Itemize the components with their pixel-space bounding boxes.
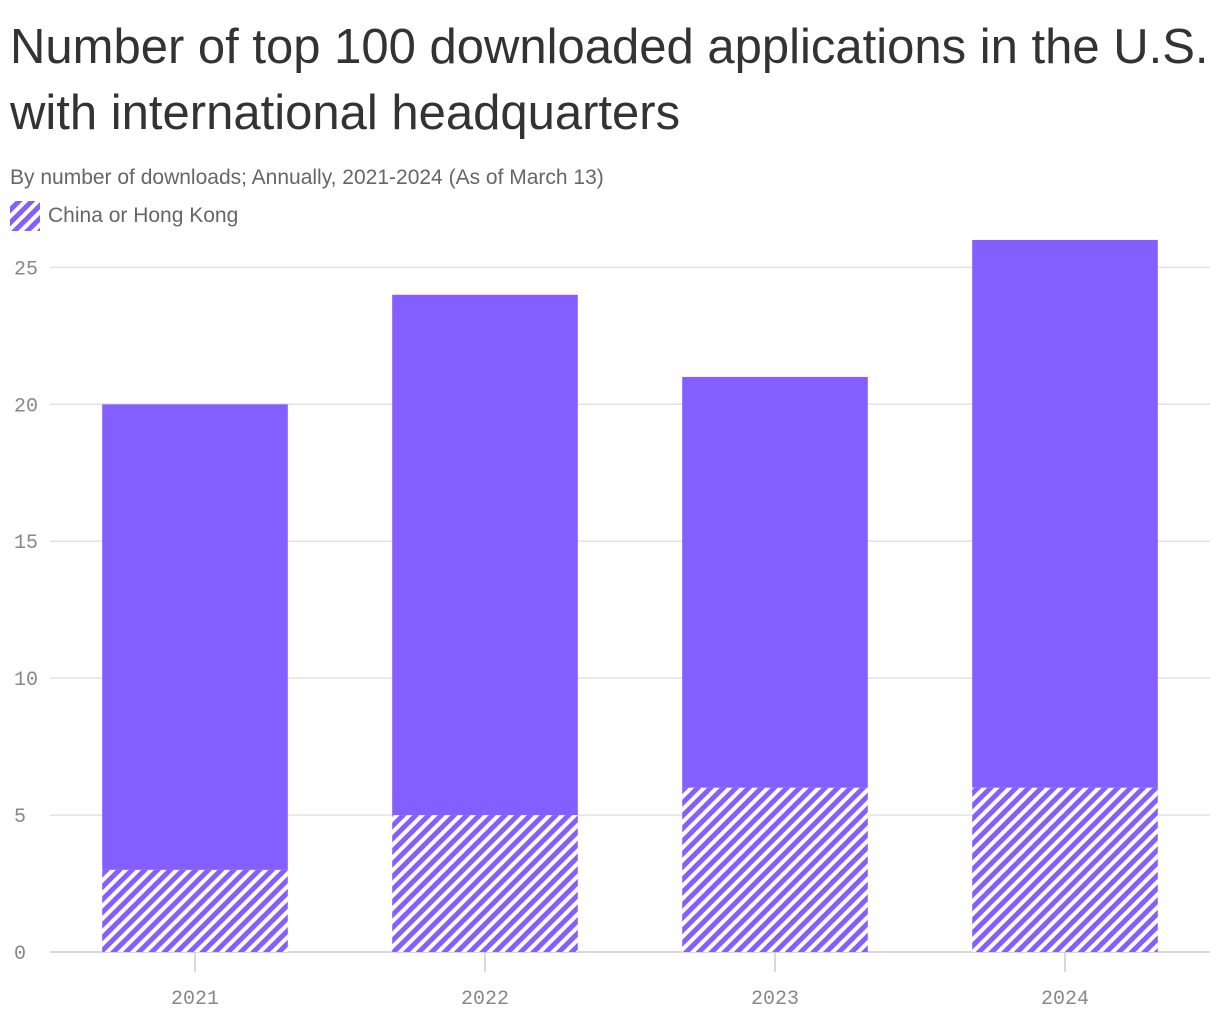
bar-segment-china-hk [682,787,868,952]
x-tick-label: 2022 [461,988,509,1011]
legend-label: China or Hong Kong [48,204,239,227]
chart-title: Number of top 100 downloaded application… [10,20,1209,140]
y-tick-label: 15 [14,532,38,555]
bar-segment-china-hk [972,787,1158,952]
legend-swatch-hatched [10,201,40,231]
y-tick-label: 20 [14,395,38,418]
bar-segment-other [392,294,578,816]
bar-segment-other [102,404,288,870]
bar-segment-china-hk [102,869,288,952]
chart-subtitle: By number of downloads; Annually, 2021-2… [10,166,604,189]
x-tick-label: 2024 [1041,988,1089,1011]
bars [102,240,1158,952]
legend: China or Hong Kong [10,201,238,231]
y-tick-label: 5 [14,806,26,829]
bar-segment-other [972,240,1158,788]
x-tick-label: 2021 [171,988,219,1011]
y-tick-label: 25 [14,258,38,281]
axes: 0 5 10 15 20 25 2021 2022 2023 2024 [14,258,1089,1011]
y-tick-label: 0 [14,943,26,966]
bar-segment-china-hk [392,815,578,952]
x-tick-label: 2023 [751,988,799,1011]
y-tick-label: 10 [14,669,38,692]
bar-segment-other [682,376,868,788]
